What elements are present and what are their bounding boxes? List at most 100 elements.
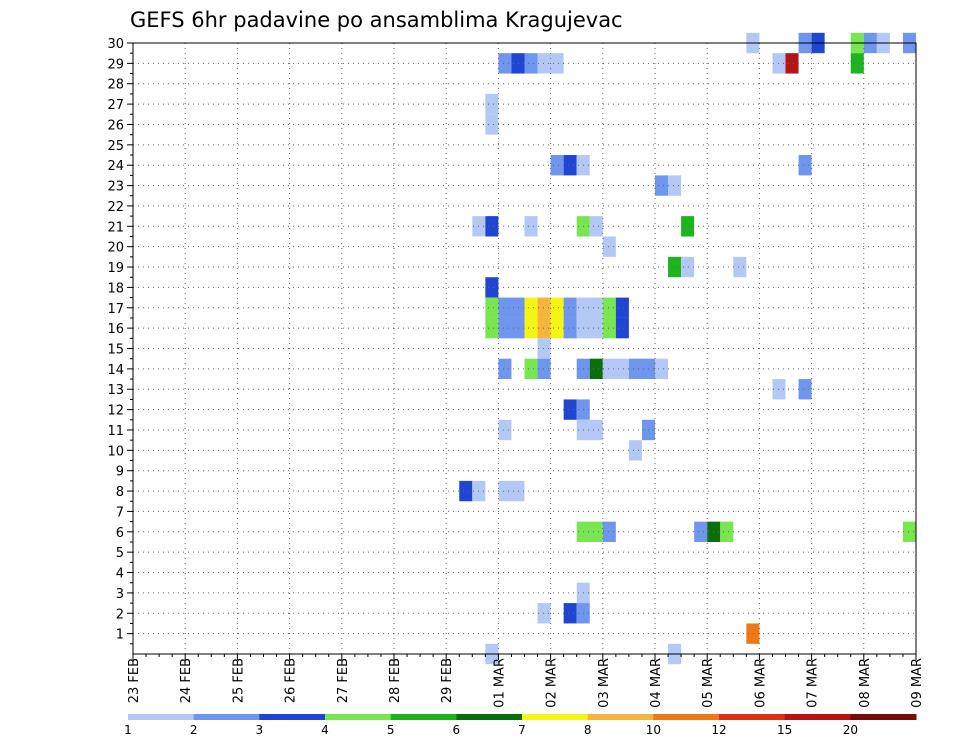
y-tick-label-6: 6 bbox=[116, 526, 124, 541]
y-tick-label-25: 25 bbox=[107, 139, 124, 154]
x-tick-label-15: 09 MAR bbox=[910, 658, 925, 708]
colorbar-label-2: 2 bbox=[190, 723, 198, 737]
y-axis: 1234567891011121314151617181920212223242… bbox=[107, 37, 133, 645]
cell-m29-7 bbox=[498, 53, 512, 74]
cell-m16-50 bbox=[615, 317, 629, 339]
cell-m16-47 bbox=[563, 317, 577, 339]
x-tick-label-9: 03 MAR bbox=[597, 658, 612, 708]
y-tick-label-19: 19 bbox=[107, 261, 124, 276]
cell-m16-49 bbox=[602, 317, 616, 339]
cell-m14-56 bbox=[589, 358, 603, 380]
cell-m17-39 bbox=[576, 297, 603, 318]
x-tick-label-3: 26 FEB bbox=[284, 658, 299, 703]
colorbar: 1 2 3 4 5 6 7 8 10 12 15 20 bbox=[124, 714, 917, 737]
cell-m17-41 bbox=[615, 297, 629, 318]
cell-m14-52 bbox=[498, 358, 512, 380]
colorbar-label-10: 10 bbox=[646, 723, 661, 737]
cell-m12-62 bbox=[563, 399, 577, 420]
y-tick-label-5: 5 bbox=[116, 546, 124, 561]
y-tick-label-3: 3 bbox=[116, 587, 124, 602]
cell-m16-48 bbox=[576, 317, 603, 339]
cell-m24-19 bbox=[798, 155, 812, 176]
cell-m21-24 bbox=[524, 216, 538, 237]
cell-m16-43 bbox=[498, 317, 525, 339]
y-tick-label-16: 16 bbox=[107, 322, 124, 337]
colorbar-swatch-9 bbox=[653, 714, 720, 720]
colorbar-label-8: 8 bbox=[584, 723, 592, 737]
y-tick-label-18: 18 bbox=[107, 281, 124, 296]
cell-m14-58 bbox=[628, 358, 655, 380]
x-tick-label-2: 25 FEB bbox=[231, 658, 246, 703]
cell-m14-54 bbox=[537, 358, 551, 380]
cell-m17-40 bbox=[602, 297, 616, 318]
x-tick-label-1: 24 FEB bbox=[179, 658, 194, 703]
data-cells bbox=[459, 32, 916, 665]
cell-m29-8 bbox=[511, 53, 525, 74]
cell-m24-17 bbox=[563, 155, 577, 176]
cell-m16-42 bbox=[485, 317, 499, 339]
cell-m16-44 bbox=[524, 317, 538, 339]
colorbar-swatch-6 bbox=[456, 714, 523, 720]
cell-m2-79 bbox=[563, 603, 577, 624]
y-tick-label-23: 23 bbox=[107, 180, 124, 195]
x-tick-label-14: 08 MAR bbox=[858, 658, 873, 708]
cell-m1-81 bbox=[746, 623, 760, 644]
colorbar-label-7: 7 bbox=[518, 723, 526, 737]
colorbar-swatch-5 bbox=[390, 714, 457, 720]
x-tick-label-11: 05 MAR bbox=[701, 658, 716, 708]
x-tick-label-8: 02 MAR bbox=[545, 658, 560, 708]
cell-m2-78 bbox=[537, 603, 551, 624]
cell-m11-65 bbox=[576, 419, 603, 441]
cell-m6-75 bbox=[720, 521, 734, 542]
cell-m10-67 bbox=[628, 440, 642, 461]
cell-m6-71 bbox=[576, 521, 603, 542]
y-tick-label-17: 17 bbox=[107, 302, 124, 317]
x-tick-label-10: 04 MAR bbox=[649, 658, 664, 708]
colorbar-label-15: 15 bbox=[777, 723, 792, 737]
y-tick-label-14: 14 bbox=[107, 363, 124, 378]
y-tick-label-9: 9 bbox=[116, 465, 124, 480]
cell-m17-35 bbox=[524, 297, 538, 318]
colorbar-swatch-11 bbox=[784, 714, 851, 720]
cell-m6-73 bbox=[694, 521, 708, 542]
y-tick-label-20: 20 bbox=[107, 241, 124, 256]
colorbar-label-4: 4 bbox=[321, 723, 329, 737]
y-tick-label-28: 28 bbox=[107, 78, 124, 93]
y-tick-label-21: 21 bbox=[107, 220, 124, 235]
x-tick-label-13: 07 MAR bbox=[806, 658, 821, 708]
cell-m20-28 bbox=[602, 236, 616, 257]
cell-m19-30 bbox=[681, 256, 695, 278]
colorbar-swatch-10 bbox=[719, 714, 786, 720]
colorbar-swatch-8 bbox=[587, 714, 654, 720]
cell-m6-76 bbox=[902, 521, 916, 542]
y-tick-label-15: 15 bbox=[107, 343, 124, 358]
colorbar-label-5: 5 bbox=[387, 723, 395, 737]
cell-m21-27 bbox=[681, 216, 695, 237]
y-tick-label-30: 30 bbox=[107, 37, 124, 52]
cell-m16-45 bbox=[537, 317, 551, 339]
cell-m29-12 bbox=[785, 53, 799, 74]
x-axis: 23 FEB 24 FEB 25 FEB 26 FEB 27 FEB 28 FEB 29 F… bbox=[127, 654, 925, 708]
y-tick-label-29: 29 bbox=[107, 57, 124, 72]
cell-m14-57 bbox=[602, 358, 629, 380]
colorbar-swatch-12 bbox=[850, 714, 917, 720]
cell-m23-20 bbox=[655, 175, 669, 196]
cell-m13-61 bbox=[798, 379, 812, 400]
y-tick-label-13: 13 bbox=[107, 383, 124, 398]
cell-m17-33 bbox=[485, 297, 499, 318]
cell-m15-51 bbox=[537, 338, 551, 359]
cell-m14-53 bbox=[524, 358, 538, 380]
colorbar-label-1: 1 bbox=[124, 723, 132, 737]
cell-m6-72 bbox=[602, 521, 616, 542]
y-tick-label-8: 8 bbox=[116, 485, 124, 500]
y-tick-label-27: 27 bbox=[107, 98, 124, 113]
y-tick-label-12: 12 bbox=[107, 404, 124, 419]
cell-m8-70 bbox=[498, 480, 525, 502]
cell-m16-46 bbox=[550, 317, 564, 339]
x-tick-label-5: 28 FEB bbox=[388, 658, 403, 703]
cell-m27-14 bbox=[485, 93, 499, 115]
cell-m19-29 bbox=[668, 256, 682, 278]
colorbar-swatch-4 bbox=[325, 714, 392, 720]
cell-m29-13 bbox=[850, 53, 864, 74]
